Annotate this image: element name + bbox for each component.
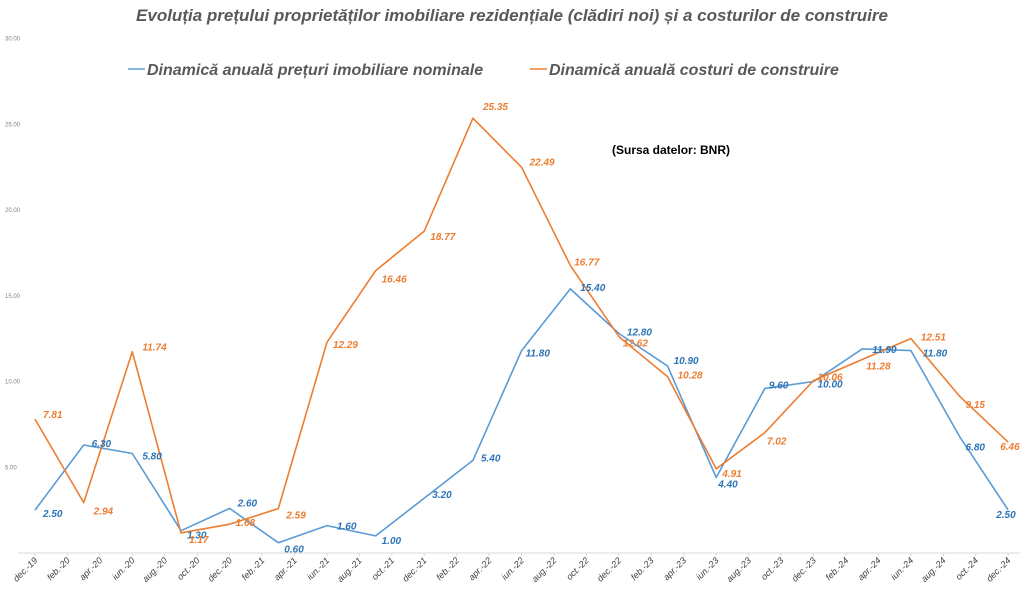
data-label: 1.60 [337, 522, 357, 533]
data-label: 1.68 [236, 518, 256, 529]
x-tick-label: oct.-23 [759, 555, 786, 582]
legend-entry: Dinamică anuală prețuri imobiliare nomin… [147, 62, 483, 79]
data-label: 10.28 [678, 371, 703, 382]
legend: Dinamică anuală prețuri imobiliare nomin… [128, 62, 839, 79]
source-note: (Sursa datelor: BNR) [612, 143, 730, 157]
x-tick-label: oct.-24 [954, 555, 981, 582]
data-label: 5.80 [142, 452, 162, 463]
x-tick-label: feb.-20 [45, 555, 72, 582]
series-line [34, 117, 1009, 534]
data-label: 12.51 [921, 332, 946, 343]
y-tick-label: 5.00 [5, 465, 17, 471]
data-label: 6.46 [1000, 442, 1020, 453]
data-label: 2.59 [285, 511, 306, 522]
data-label: 16.46 [382, 275, 407, 286]
data-label: 6.30 [92, 439, 112, 450]
x-tick-label: oct.-21 [370, 555, 397, 582]
data-label: 25.35 [482, 102, 508, 113]
data-label: 7.02 [767, 437, 787, 448]
x-tick-label: dec.-20 [206, 555, 234, 583]
data-label: 2.94 [93, 507, 114, 518]
data-label: 18.77 [430, 232, 455, 243]
x-tick-label: apr.-20 [77, 555, 104, 582]
data-label: 3.20 [432, 490, 452, 501]
y-tick-label: 25.00 [5, 122, 21, 128]
x-tick-label: iun.-20 [110, 555, 137, 582]
data-label: 11.74 [142, 343, 167, 354]
data-label: 12.80 [627, 327, 652, 338]
y-tick-label: 30.00 [5, 37, 21, 43]
x-tick-label: aug.-21 [335, 555, 364, 584]
data-label: 11.28 [866, 362, 891, 373]
x-tick-label: oct.-20 [175, 555, 202, 582]
y-tick-label: 20.00 [5, 208, 21, 214]
data-label: 2.50 [995, 510, 1016, 521]
data-label: 11.80 [923, 349, 948, 360]
x-tick-label: dec.-24 [984, 555, 1012, 583]
x-tick-label: iun.-24 [889, 555, 916, 582]
data-label: 2.60 [237, 498, 258, 509]
x-tick-label: aug.-24 [919, 555, 948, 584]
x-tick-label: feb.-23 [629, 555, 656, 582]
data-label: 9.15 [966, 400, 986, 411]
data-label: 2.50 [42, 509, 63, 520]
x-tick-label: iun.-23 [694, 555, 721, 582]
data-label: 15.40 [580, 283, 605, 294]
x-tick-label: aug.-22 [530, 555, 559, 584]
x-tick-label: dec.-22 [595, 555, 623, 583]
data-labels: 2.50 6.30 5.80 1.30 2.60 0.60 1.60 1.00 3.20 5.40… [42, 102, 1020, 555]
data-label: 12.62 [623, 339, 648, 350]
series-lines [34, 117, 1009, 544]
data-label: 6.80 [966, 442, 986, 453]
x-tick-label: feb.-22 [434, 555, 461, 582]
x-tick-label: dec.-21 [400, 555, 428, 583]
x-tick-label: aug.-20 [141, 555, 170, 584]
legend-entry: Dinamică anuală costuri de construire [549, 62, 839, 79]
x-tick-label: apr.-23 [661, 555, 688, 582]
data-label: 11.80 [526, 349, 551, 360]
data-label: 1.00 [382, 536, 402, 547]
data-label: 7.81 [43, 410, 63, 421]
x-tick-label: apr.-21 [272, 555, 299, 582]
data-label: 11.90 [872, 345, 897, 356]
data-label: 16.77 [574, 257, 599, 268]
y-tick-label: 10.00 [5, 380, 21, 386]
x-tick-label: dec.-19 [11, 555, 39, 583]
data-label: 4.40 [717, 480, 738, 491]
x-tick-label: apr.-22 [467, 555, 494, 582]
x-tick-label: iun.-22 [499, 555, 526, 582]
x-tick-label: aug.-23 [724, 555, 753, 584]
data-label: 22.49 [529, 157, 555, 168]
data-label: 0.60 [284, 545, 304, 556]
data-label: 10.90 [674, 356, 699, 367]
x-tick-label: feb.-21 [240, 555, 267, 582]
y-tick-label: 15.00 [5, 294, 21, 300]
data-label: 4.91 [721, 469, 742, 480]
x-tick-label: apr.-24 [856, 555, 883, 582]
chart-title: Evoluția prețului proprietăților imobili… [136, 6, 888, 25]
series-line [34, 288, 1009, 544]
data-label: 1.17 [189, 535, 209, 546]
data-label: 5.40 [481, 453, 501, 464]
data-label: 1.30 [187, 531, 207, 542]
data-label: 10.06 [818, 372, 843, 383]
x-tick-label: iun.-21 [305, 555, 332, 582]
x-tick-label: feb.-24 [824, 555, 851, 582]
x-tick-label: dec.-23 [790, 555, 818, 583]
data-label: 10.00 [818, 380, 843, 391]
data-label: 12.29 [333, 340, 358, 351]
x-tick-label: oct.-22 [564, 555, 591, 582]
data-label: 9.60 [769, 380, 789, 391]
